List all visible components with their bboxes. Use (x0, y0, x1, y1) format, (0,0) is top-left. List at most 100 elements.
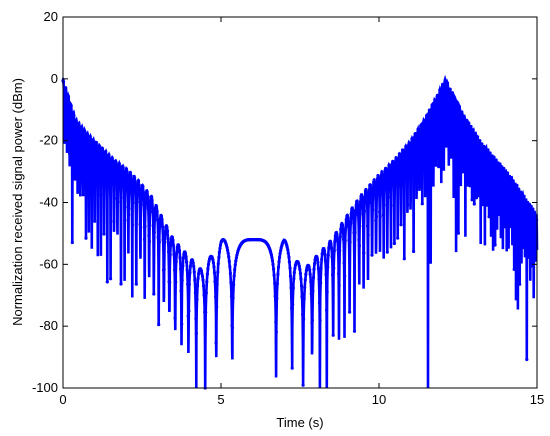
data-point (72, 114, 76, 118)
data-point (338, 235, 342, 239)
data-point (228, 265, 232, 269)
data-point (412, 249, 416, 254)
data-point (361, 204, 365, 208)
data-point (275, 296, 279, 300)
data-point (206, 267, 210, 271)
data-point (233, 268, 237, 272)
data-point (326, 253, 330, 257)
data-point (139, 197, 143, 201)
data-point (291, 286, 295, 290)
data-point (470, 198, 474, 202)
data-point (512, 267, 516, 271)
data-point (491, 190, 495, 195)
data-point (81, 193, 85, 197)
data-point (93, 158, 97, 162)
data-point (66, 97, 70, 101)
data-point (415, 135, 419, 139)
data-point (211, 261, 215, 265)
data-point (106, 170, 110, 174)
data-point (498, 162, 502, 166)
data-point (404, 148, 409, 152)
data-point (317, 277, 321, 281)
data-point (187, 309, 191, 313)
data-point (349, 221, 353, 225)
data-point (202, 284, 206, 288)
data-point (506, 171, 510, 175)
data-point (75, 139, 79, 143)
y-axis-label: Normalization received signal power (dBm… (10, 78, 25, 326)
data-point (84, 146, 89, 150)
data-point (160, 225, 165, 229)
data-point (82, 139, 86, 143)
data-point (519, 227, 523, 232)
data-point (437, 100, 441, 104)
data-point (529, 219, 533, 223)
data-point (143, 224, 147, 229)
data-point (530, 229, 534, 233)
data-point (349, 212, 353, 216)
data-point (466, 126, 470, 130)
data-point (391, 159, 395, 163)
data-point (101, 150, 105, 154)
data-point (455, 104, 459, 109)
data-point (93, 219, 97, 223)
data-point (460, 110, 464, 114)
data-point (361, 224, 365, 228)
data-point (308, 268, 312, 272)
data-point (193, 291, 197, 295)
data-point (336, 237, 340, 242)
data-point (408, 175, 412, 179)
data-point (216, 270, 220, 274)
data-point (463, 152, 468, 156)
data-point (107, 153, 111, 157)
data-point (515, 199, 520, 203)
data-point (408, 148, 412, 152)
data-point (465, 118, 469, 122)
data-point (125, 170, 129, 174)
data-point (380, 172, 384, 176)
data-point (218, 246, 222, 250)
data-point (122, 196, 126, 200)
data-point (489, 170, 493, 174)
data-point (322, 248, 326, 252)
data-point (272, 273, 276, 277)
data-point (462, 116, 466, 120)
data-point (130, 206, 134, 211)
data-point (309, 292, 313, 296)
data-point (74, 118, 78, 122)
data-point (509, 176, 514, 180)
data-point (101, 163, 106, 167)
data-point (426, 134, 430, 139)
data-point (130, 223, 135, 227)
data-point (422, 127, 427, 131)
data-point (205, 280, 209, 284)
data-point (416, 127, 420, 131)
data-point (348, 310, 352, 314)
data-point (92, 153, 96, 157)
data-point (335, 232, 339, 236)
data-point (477, 186, 481, 190)
data-point (116, 200, 120, 204)
data-point (392, 180, 396, 184)
data-point (112, 183, 116, 187)
data-point (90, 178, 94, 182)
data-point (119, 185, 124, 189)
data-point (377, 176, 381, 180)
data-point (112, 219, 116, 223)
data-point (270, 259, 275, 263)
data-point (474, 196, 479, 200)
data-point (456, 231, 460, 235)
data-point (290, 366, 294, 370)
data-point (358, 212, 362, 216)
data-point (389, 195, 393, 199)
data-point (141, 184, 145, 189)
data-point (151, 224, 155, 228)
data-point (174, 260, 178, 264)
data-point (471, 128, 475, 132)
data-point (288, 266, 292, 270)
data-point (450, 91, 454, 95)
data-point (523, 205, 527, 209)
data-point (115, 196, 119, 200)
data-point (433, 107, 438, 111)
data-point (148, 210, 152, 214)
